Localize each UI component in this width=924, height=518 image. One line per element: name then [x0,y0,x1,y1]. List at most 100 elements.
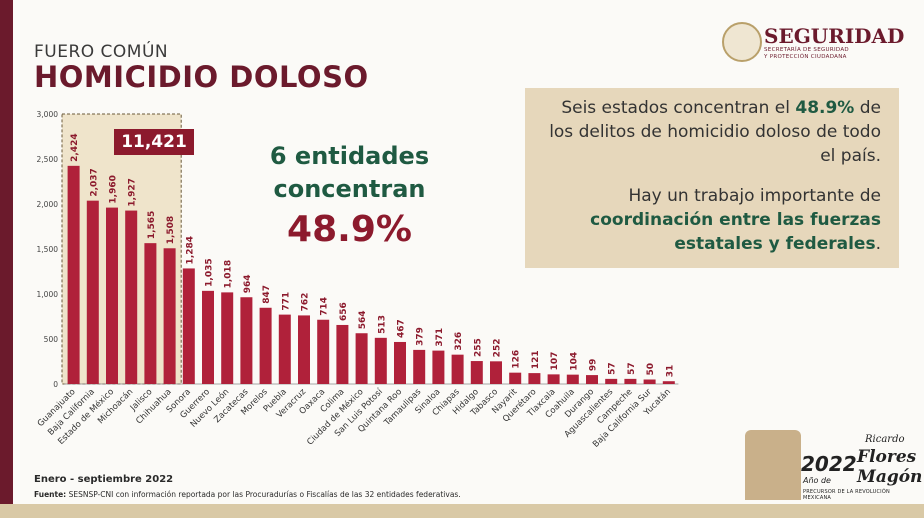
info-box: Seis estados concentran el 48.9% de los … [525,88,899,268]
highlight-zone [61,113,182,385]
bar [144,243,157,384]
footer-source-text: SESNSP-CNI con información reportada por… [66,490,461,499]
bar [67,165,80,384]
bar-value-label: 564 [358,310,368,329]
page-subtitle: FUERO COMÚN [34,42,169,62]
bar [547,374,560,384]
footer-date: Enero - septiembre 2022 [34,474,174,485]
bar-value-label: 467 [397,319,407,338]
bar-value-label: 326 [454,332,464,351]
bar-value-label: 1,018 [224,260,234,288]
bar [278,314,291,384]
info-p1-highlight: 48.9% [795,98,855,118]
badge-last-name-2: Magón [857,467,923,487]
bar-value-label: 2,037 [89,168,99,196]
logo-sub-line1: SECRETARÍA DE SEGURIDAD [764,47,849,53]
bar [355,333,368,384]
badge-last-name-1: Flores [857,447,917,467]
logo-sub-line2: Y PROTECCIÓN CIUDADANA [764,54,847,60]
bottom-band [0,504,924,518]
bar [298,315,310,384]
bar-value-label: 513 [377,315,387,334]
bar-value-label: 2,424 [70,133,80,161]
anniversary-badge: 2022 Ricardo Flores Magón Año de PRECURS… [745,428,922,502]
bar [470,361,483,384]
info-p2-highlight: coordinación entre las fuerzas estatales… [590,210,881,254]
bar-value-label: 126 [512,350,522,369]
bar [509,372,522,384]
bar-value-label: 714 [320,297,330,316]
bar-value-label: 656 [339,302,349,321]
bar-value-label: 1,565 [147,211,157,239]
bar-value-label: 379 [416,327,426,346]
bar [240,297,253,384]
badge-anio: Año de [803,476,831,485]
seguridad-logo: SEGURIDAD SECRETARÍA DE SEGURIDAD Y PROT… [722,22,905,62]
bar [528,373,541,384]
bar-value-label: 771 [281,292,291,311]
bar-value-label: 964 [243,274,253,293]
page-title: HOMICIDIO DOLOSO [34,60,369,94]
bar-value-label: 1,284 [185,236,195,264]
bar [605,378,618,384]
bar-value-label: 121 [531,350,541,369]
info-paragraph-1: Seis estados concentran el 48.9% de los … [541,96,881,168]
y-tick-label: 1,000 [37,290,59,299]
bar [451,354,464,384]
y-tick-label: 2,000 [37,200,59,209]
bar [566,374,579,384]
bar-value-label: 252 [493,339,503,358]
bar-value-label: 1,035 [205,258,215,286]
bar [125,210,138,384]
y-tick-label: 1,500 [37,245,59,254]
bar [490,361,502,384]
bar [586,375,598,384]
callout-percentage: 48.9% [287,209,412,250]
bar [394,341,406,384]
bar [374,337,387,384]
bar-value-label: 50 [646,363,656,376]
callout-line2: concentran [273,175,426,203]
bar-value-label: 371 [435,328,445,347]
bar-value-label: 57 [627,362,637,375]
logo-name: SEGURIDAD [764,24,905,48]
concentration-callout: 6 entidades concentran 48.9% [262,140,437,254]
bar [413,349,426,384]
bar-value-label: 99 [589,359,599,372]
bar [182,268,195,384]
y-tick-label: 500 [44,335,59,344]
bar-value-label: 762 [301,293,311,312]
bar [259,307,272,384]
bar [317,319,330,384]
badge-first-name: Ricardo [865,434,905,445]
bar [432,350,445,384]
bar [643,379,656,384]
footer-source: Fuente: SESNSP-CNI con información repor… [34,490,461,499]
y-tick-label: 2,500 [37,155,59,164]
left-stripe [0,0,13,518]
badge-year: 2022 [801,452,857,476]
bar-value-label: 847 [262,285,272,304]
bar [86,200,99,384]
bar [163,248,176,384]
y-tick-label: 0 [53,380,58,389]
bar [336,324,349,384]
bar-value-label: 255 [473,338,483,357]
bar [202,290,214,384]
portrait-image [745,430,801,500]
bar [221,292,234,384]
info-paragraph-2: Hay un trabajo importante de coordinació… [541,184,881,256]
bar-value-label: 1,508 [166,216,176,244]
callout-line1: 6 entidades [269,142,430,170]
bar-value-label: 107 [550,352,560,371]
bar-value-label: 104 [569,352,579,371]
info-p2-text-c: . [875,234,881,254]
info-p2-text-a: Hay un trabajo importante de [628,186,881,206]
bar-value-label: 31 [665,365,675,378]
highlight-total: 11,421 [114,129,194,155]
y-tick-label: 3,000 [37,110,59,119]
bar [106,207,118,384]
badge-tagline: PRECURSOR DE LA REVOLUCIÓN MEXICANA [803,489,890,501]
bar-value-label: 1,960 [109,175,119,203]
